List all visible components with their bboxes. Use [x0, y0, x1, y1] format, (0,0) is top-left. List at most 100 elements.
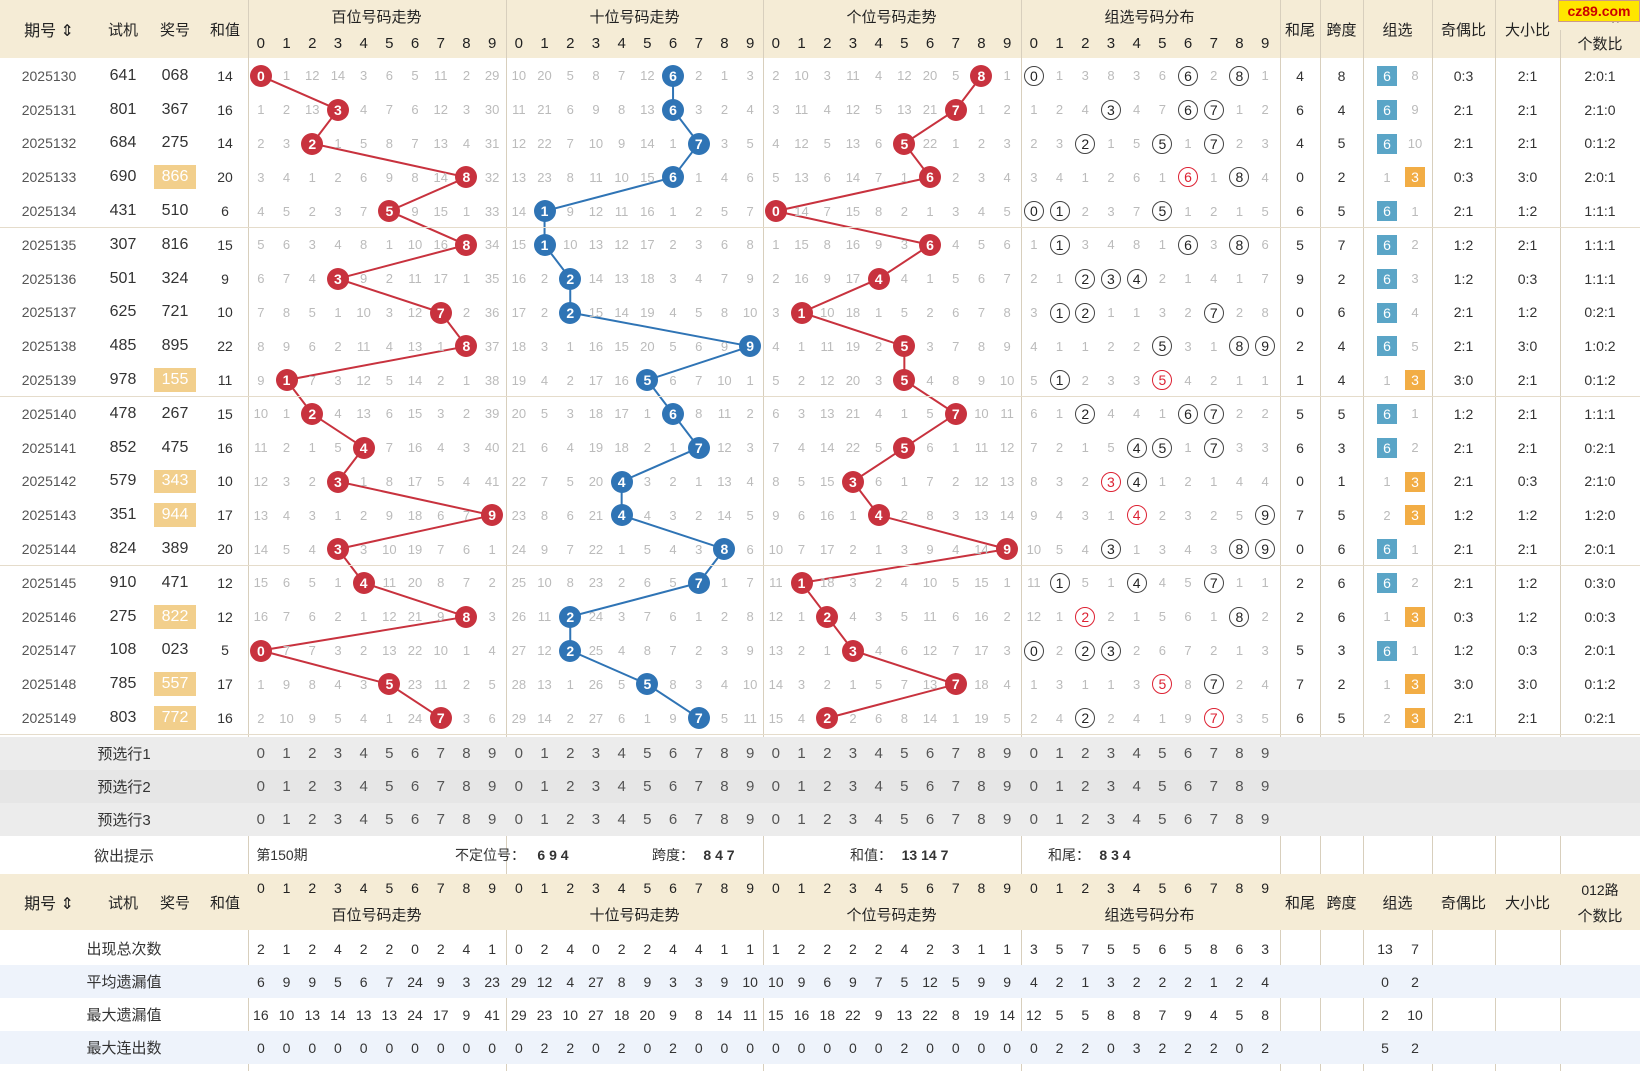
preselect-digit[interactable]: 2 — [1081, 778, 1090, 795]
preselect-digit[interactable]: 1 — [797, 745, 806, 762]
preselect-digit[interactable]: 5 — [1158, 745, 1167, 762]
preselect-digit[interactable]: 4 — [1132, 745, 1141, 762]
preselect-digit[interactable]: 7 — [951, 745, 960, 762]
preselect-digit[interactable]: 6 — [668, 811, 678, 828]
preselect-digit[interactable]: 9 — [1260, 778, 1270, 795]
preselect-digit[interactable]: 0 — [256, 745, 266, 762]
preselect-digit[interactable]: 3 — [333, 745, 343, 762]
preselect-digit[interactable]: 0 — [514, 745, 524, 762]
preselect-digit[interactable]: 3 — [591, 778, 601, 795]
preselect-digit[interactable]: 8 — [1235, 778, 1244, 795]
preselect-digit[interactable]: 9 — [487, 745, 497, 762]
preselect-digit[interactable]: 6 — [410, 778, 420, 795]
preselect-digit[interactable]: 8 — [462, 745, 471, 762]
preselect-digit[interactable]: 0 — [514, 778, 524, 795]
preselect-digit[interactable]: 2 — [308, 778, 317, 795]
preselect-digit[interactable]: 3 — [848, 778, 858, 795]
preselect-digit[interactable]: 5 — [643, 778, 652, 795]
preselect-digit[interactable]: 3 — [1106, 745, 1116, 762]
preselect-digit[interactable]: 8 — [720, 811, 729, 828]
preselect-digit[interactable]: 2 — [1081, 745, 1090, 762]
preselect-digit[interactable]: 4 — [1132, 778, 1141, 795]
preselect-digit[interactable]: 1 — [797, 811, 806, 828]
preselect-digit[interactable]: 8 — [977, 811, 986, 828]
preselect-digit[interactable]: 8 — [462, 811, 471, 828]
preselect-digit[interactable]: 0 — [256, 811, 266, 828]
preselect-digit[interactable]: 5 — [1158, 811, 1167, 828]
preselect-digit[interactable]: 3 — [333, 811, 343, 828]
preselect-digit[interactable]: 4 — [874, 811, 883, 828]
preselect-digit[interactable]: 3 — [848, 811, 858, 828]
preselect-digit[interactable]: 9 — [487, 778, 497, 795]
preselect-digit[interactable]: 7 — [951, 778, 960, 795]
preselect-digit[interactable]: 5 — [385, 811, 394, 828]
preselect-digit[interactable]: 7 — [436, 745, 445, 762]
preselect-digit[interactable]: 6 — [1183, 745, 1193, 762]
preselect-digit[interactable]: 6 — [925, 778, 935, 795]
preselect-digit[interactable]: 8 — [1235, 745, 1244, 762]
preselect-digit[interactable]: 1 — [282, 811, 291, 828]
preselect-digit[interactable]: 5 — [643, 745, 652, 762]
preselect-digit[interactable]: 0 — [771, 811, 781, 828]
preselect-digit[interactable]: 0 — [1029, 745, 1039, 762]
preselect-digit[interactable]: 9 — [745, 811, 755, 828]
preselect-digit[interactable]: 7 — [436, 811, 445, 828]
preselect-digit[interactable]: 5 — [900, 745, 909, 762]
bottom-header-issue-sort[interactable]: 期号 ⇕ — [0, 874, 98, 930]
preselect-digit[interactable]: 0 — [1029, 778, 1039, 795]
preselect-digit[interactable]: 2 — [566, 811, 575, 828]
preselect-digit[interactable]: 0 — [771, 745, 781, 762]
preselect-digit[interactable]: 9 — [1260, 745, 1270, 762]
preselect-digit[interactable]: 7 — [1209, 778, 1218, 795]
preselect-digit[interactable]: 7 — [1209, 811, 1218, 828]
preselect-digit[interactable]: 2 — [308, 745, 317, 762]
preselect-digit[interactable]: 9 — [487, 811, 497, 828]
preselect-digit[interactable]: 1 — [1055, 811, 1064, 828]
preselect-digit[interactable]: 4 — [617, 745, 626, 762]
preselect-digit[interactable]: 1 — [282, 778, 291, 795]
preselect-digit[interactable]: 6 — [668, 745, 678, 762]
preselect-digit[interactable]: 5 — [900, 778, 909, 795]
preselect-digit[interactable]: 1 — [540, 811, 549, 828]
preselect-digit[interactable]: 8 — [1235, 811, 1244, 828]
preselect-digit[interactable]: 0 — [514, 811, 524, 828]
preselect-digit[interactable]: 2 — [823, 745, 832, 762]
preselect-digit[interactable]: 1 — [540, 745, 549, 762]
preselect-digit[interactable]: 1 — [1055, 778, 1064, 795]
preselect-digit[interactable]: 7 — [694, 811, 703, 828]
preselect-digit[interactable]: 9 — [745, 745, 755, 762]
preselect-digit[interactable]: 8 — [720, 778, 729, 795]
preselect-digit[interactable]: 4 — [617, 811, 626, 828]
preselect-digit[interactable]: 3 — [591, 745, 601, 762]
preselect-digit[interactable]: 7 — [951, 811, 960, 828]
preselect-digit[interactable]: 8 — [977, 778, 986, 795]
preselect-digit[interactable]: 2 — [308, 811, 317, 828]
preselect-digit[interactable]: 7 — [694, 745, 703, 762]
preselect-digit[interactable]: 9 — [745, 778, 755, 795]
preselect-digit[interactable]: 0 — [1029, 811, 1039, 828]
preselect-digit[interactable]: 5 — [900, 811, 909, 828]
preselect-digit[interactable]: 1 — [282, 745, 291, 762]
preselect-digit[interactable]: 9 — [1002, 811, 1012, 828]
preselect-digit[interactable]: 7 — [694, 778, 703, 795]
preselect-digit[interactable]: 2 — [823, 778, 832, 795]
site-logo[interactable]: cz89.com — [1558, 0, 1640, 22]
preselect-digit[interactable]: 6 — [668, 778, 678, 795]
preselect-digit[interactable]: 8 — [977, 745, 986, 762]
preselect-digit[interactable]: 7 — [1209, 745, 1218, 762]
preselect-digit[interactable]: 9 — [1002, 778, 1012, 795]
preselect-digit[interactable]: 9 — [1260, 811, 1270, 828]
preselect-digit[interactable]: 4 — [874, 745, 883, 762]
preselect-digit[interactable]: 6 — [1183, 811, 1193, 828]
preselect-digit[interactable]: 0 — [256, 778, 266, 795]
preselect-digit[interactable]: 6 — [410, 745, 420, 762]
preselect-digit[interactable]: 1 — [1055, 745, 1064, 762]
preselect-digit[interactable]: 6 — [925, 811, 935, 828]
preselect-digit[interactable]: 4 — [359, 745, 368, 762]
preselect-digit[interactable]: 6 — [1183, 778, 1193, 795]
preselect-digit[interactable]: 5 — [385, 778, 394, 795]
preselect-digit[interactable]: 2 — [566, 745, 575, 762]
preselect-digit[interactable]: 5 — [385, 745, 394, 762]
preselect-digit[interactable]: 1 — [797, 778, 806, 795]
preselect-digit[interactable]: 4 — [617, 778, 626, 795]
